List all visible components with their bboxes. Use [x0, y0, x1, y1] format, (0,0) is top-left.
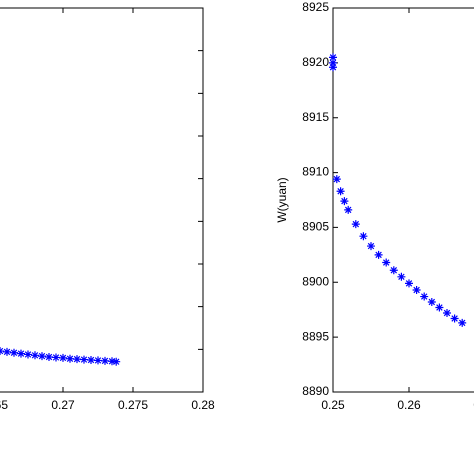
- data-point: [389, 266, 398, 275]
- data-point: [412, 285, 421, 294]
- data-point: [443, 309, 451, 318]
- y-tick-label: 8920: [302, 55, 329, 69]
- data-point: [382, 258, 391, 267]
- data-point: [329, 58, 337, 67]
- data-point: [73, 355, 81, 364]
- data-point: [10, 348, 18, 357]
- data-point: [332, 175, 341, 184]
- x-tick-label: 0.28: [191, 398, 215, 412]
- data-point: [108, 357, 116, 366]
- y-tick-label: 8900: [302, 274, 329, 288]
- y-tick-label: 8895: [302, 329, 329, 343]
- plot-frame: [0, 7, 204, 393]
- y-tick-label: 8915: [302, 110, 329, 124]
- data-point: [112, 357, 121, 366]
- x-tick-label: 0.26: [397, 398, 421, 412]
- data-point: [24, 350, 32, 359]
- data-point: [450, 314, 459, 323]
- data-point: [374, 250, 383, 259]
- data-point: [420, 292, 429, 301]
- plot-frame: [332, 7, 474, 393]
- data-point: [336, 187, 345, 196]
- data-point: [427, 298, 436, 307]
- x-tick-label: 0.25: [321, 398, 345, 412]
- data-point: [52, 353, 60, 362]
- data-point: [351, 220, 360, 229]
- data-point: [3, 347, 11, 356]
- data-point: [94, 356, 102, 365]
- data-point: [397, 272, 406, 281]
- data-point: [101, 356, 109, 365]
- y-axis-label: W(yuan): [275, 177, 289, 222]
- data-point: [329, 53, 337, 62]
- data-point: [329, 63, 337, 72]
- data-point: [367, 242, 375, 251]
- data-point: [31, 351, 39, 360]
- data-point: [80, 355, 88, 364]
- data-point: [359, 232, 368, 241]
- data-point: [17, 349, 25, 358]
- data-point: [458, 318, 467, 327]
- y-tick-label: 8905: [302, 220, 329, 234]
- data-point: [38, 352, 46, 361]
- x-tick-label: 0.275: [118, 398, 148, 412]
- y-tick-label: 8890: [302, 384, 329, 398]
- data-point: [59, 353, 67, 362]
- x-tick-label: 0.265: [0, 398, 8, 412]
- data-point: [435, 303, 444, 312]
- data-point: [344, 205, 353, 214]
- data-point: [0, 347, 4, 356]
- x-tick-label: 0.27: [51, 398, 75, 412]
- data-point: [340, 197, 349, 206]
- y-tick-label: 8910: [302, 165, 329, 179]
- data-point: [87, 356, 95, 364]
- data-point: [405, 279, 413, 288]
- y-tick-label: 8925: [302, 0, 329, 14]
- data-point: [66, 354, 74, 363]
- data-point: [45, 353, 53, 362]
